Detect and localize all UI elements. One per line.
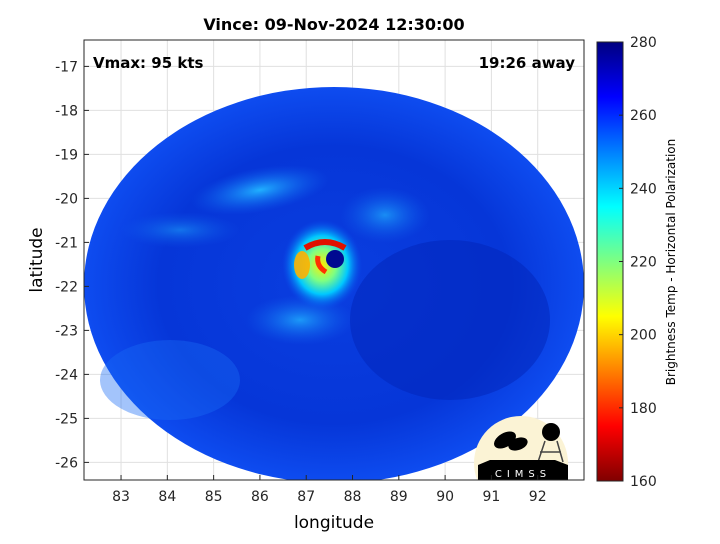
- y-tick-label: -22: [55, 279, 78, 295]
- y-tick-label: -21: [55, 235, 78, 251]
- x-tick-label: 84: [158, 489, 176, 505]
- vmax-label: Vmax: 95 kts: [93, 54, 203, 72]
- y-tick-label: -25: [55, 411, 78, 427]
- x-tick-label: 87: [297, 489, 315, 505]
- x-tick-label: 85: [205, 489, 223, 505]
- x-tick-label: 88: [344, 489, 362, 505]
- colorbar-tick-label: 180: [630, 401, 657, 417]
- y-tick-label: -17: [55, 59, 78, 75]
- x-tick-label: 91: [482, 489, 500, 505]
- x-ticks: 83 84 85 86 87 88 89 90 91 92: [112, 475, 547, 505]
- y-tick-label: -18: [55, 103, 78, 119]
- colorbar: [596, 41, 624, 482]
- colorbar-tick-label: 160: [630, 474, 657, 490]
- x-tick-label: 86: [251, 489, 269, 505]
- colorbar-tick-label: 200: [630, 328, 657, 344]
- plot-title: Vince: 09-Nov-2024 12:30:00: [203, 15, 464, 34]
- satellite-swath: [84, 87, 584, 480]
- colorbar-tick-label: 220: [630, 255, 657, 271]
- colorbar-tick-label: 260: [630, 108, 657, 124]
- colorbar-ticks: 280 260 240 220 200 180 160: [619, 35, 657, 490]
- logo-text: CIMSS: [495, 469, 551, 480]
- storm-eye: [326, 250, 344, 268]
- axes-box: [83, 39, 585, 481]
- y-tick-label: -19: [55, 147, 78, 163]
- colorbar-tick-label: 280: [630, 35, 657, 51]
- colorbar-tick-label: 240: [630, 181, 657, 197]
- y-axis-label: latitude: [27, 227, 47, 292]
- y-tick-label: -26: [55, 455, 78, 471]
- x-tick-label: 92: [529, 489, 547, 505]
- x-tick-label: 89: [390, 489, 408, 505]
- x-tick-label: 83: [112, 489, 130, 505]
- colorbar-label: Brightness Temp - Horizontal Polarizatio…: [664, 139, 678, 386]
- y-ticks: -17 -18 -19 -20 -21 -22 -23 -24 -25 -26: [55, 59, 89, 471]
- y-tick-label: -20: [55, 191, 78, 207]
- y-tick-label: -24: [55, 367, 78, 383]
- x-axis-label: longitude: [294, 513, 374, 533]
- time-away-label: 19:26 away: [479, 54, 576, 72]
- cimss-logo: CIMSS: [474, 416, 568, 480]
- x-tick-label: 90: [436, 489, 454, 505]
- y-tick-label: -23: [55, 323, 78, 339]
